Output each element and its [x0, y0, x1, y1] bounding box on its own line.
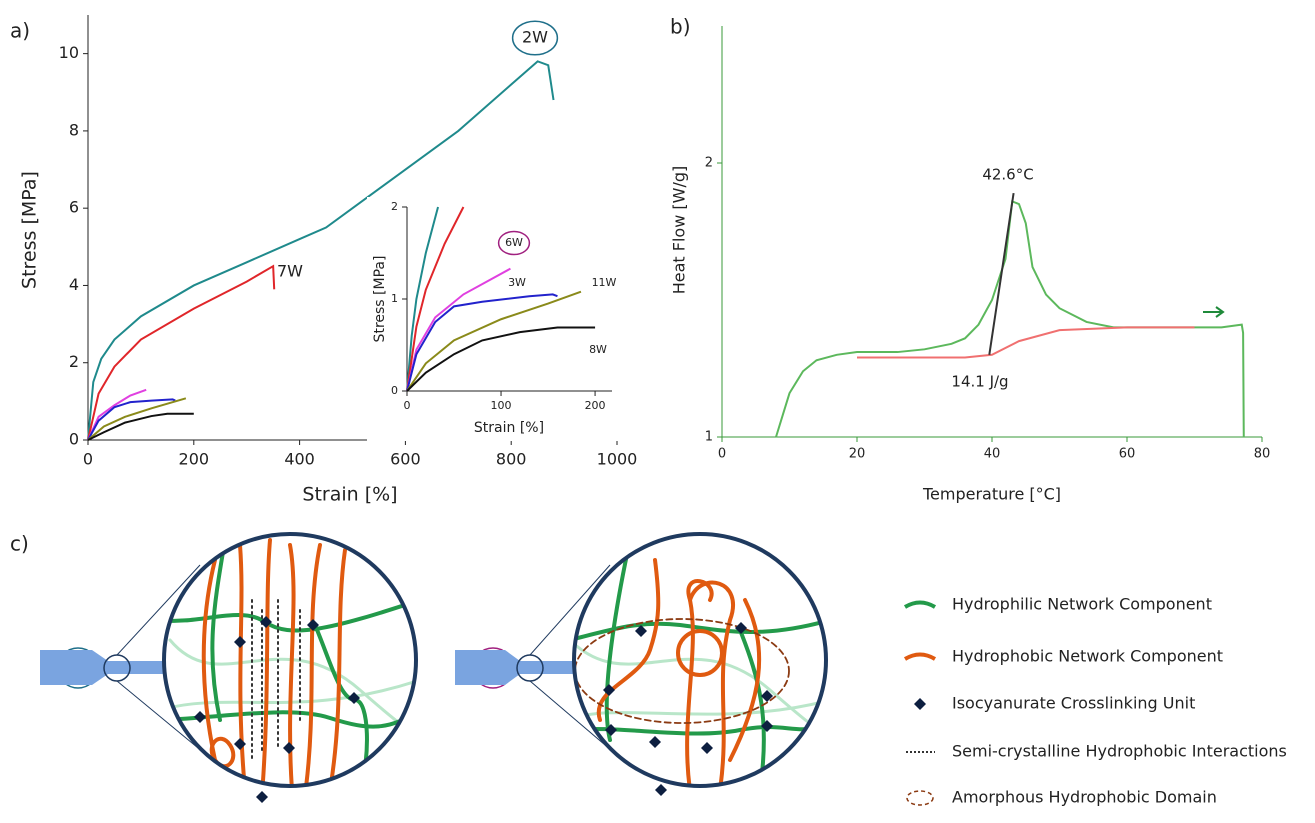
x-axis-title: Strain [%]	[474, 420, 544, 436]
legend-symbol	[903, 652, 937, 661]
y-tick-label: 0	[391, 384, 398, 397]
zoom-border	[572, 532, 828, 788]
panel-label: b)	[670, 15, 691, 39]
label-circle	[497, 230, 531, 256]
y-tick-label: 2	[69, 352, 79, 371]
series-label: 2W	[522, 28, 548, 47]
zoom-line	[529, 564, 611, 656]
crosslinks	[603, 622, 773, 796]
x-tick-label: 200	[585, 399, 606, 412]
x-axis-title: Strain [%]	[302, 484, 397, 506]
series-line	[87, 398, 176, 441]
x-tick-label: 20	[849, 447, 866, 462]
panel-label: a)	[10, 19, 30, 43]
y-axis-title: Heat Flow [W/g]	[670, 166, 689, 295]
y-axis-title: Stress [MPa]	[372, 256, 388, 343]
x-tick-label: 0	[718, 447, 726, 462]
series-line	[406, 326, 596, 392]
annotation: 42.6°C	[982, 166, 1033, 184]
specimen	[455, 650, 610, 685]
inset-bg	[367, 197, 622, 441]
legend-text: Amorphous Hydrophobic Domain	[952, 788, 1217, 807]
series-line	[87, 264, 276, 441]
series-label: 8W	[589, 343, 607, 356]
series-line	[406, 293, 558, 392]
y-tick-label: 2	[705, 156, 713, 171]
legend-symbol	[906, 790, 934, 806]
diagram-2w: 2W	[40, 532, 418, 803]
legend: Hydrophilic Network Component Hydrophobi…	[903, 595, 1287, 807]
label-circle	[511, 20, 559, 56]
legend-text: Semi-crystalline Hydrophobic Interaction…	[952, 742, 1287, 761]
series-line	[406, 206, 439, 392]
x-tick-label: 0	[83, 450, 93, 469]
x-tick-label: 40	[984, 447, 1001, 462]
y-tick-label: 10	[59, 43, 79, 62]
series-line	[406, 290, 582, 392]
series-line	[87, 397, 187, 441]
annotation: 14.1 J/g	[951, 373, 1008, 391]
legend-symbol	[914, 698, 926, 710]
zoom-border	[162, 532, 418, 788]
x-tick-label: 400	[284, 450, 315, 469]
specimen	[40, 650, 195, 685]
y-tick-label: 4	[69, 275, 79, 294]
series-line	[406, 206, 465, 392]
x-tick-label: 0	[404, 399, 411, 412]
series-line	[857, 326, 1195, 359]
y-tick-label: 6	[69, 198, 79, 217]
y-tick-label: 2	[391, 200, 398, 213]
x-tick-label: 60	[1119, 447, 1136, 462]
x-tick-label: 800	[496, 450, 527, 469]
series-line	[87, 388, 147, 441]
series-label: 3W	[508, 276, 526, 289]
legend-text: Hydrophobic Network Component	[952, 647, 1223, 666]
crosslinks	[194, 616, 360, 803]
diagram-6w: 6W	[455, 532, 828, 796]
series-label: 6W	[505, 236, 523, 249]
series-label: 7W	[277, 262, 303, 281]
y-tick-label: 0	[69, 430, 79, 449]
series-label: 11W	[592, 276, 617, 289]
y-tick-label: 8	[69, 120, 79, 139]
legend-symbol	[903, 600, 937, 609]
y-tick-label: 1	[705, 430, 713, 445]
y-tick-label: 1	[391, 292, 398, 305]
panel-label: c)	[10, 532, 29, 556]
arrow	[1203, 306, 1225, 318]
x-axis-title: Temperature [°C]	[922, 485, 1061, 504]
x-tick-label: 200	[179, 450, 210, 469]
x-tick-label: 100	[491, 399, 512, 412]
series-line	[87, 412, 194, 441]
x-tick-label: 1000	[597, 450, 638, 469]
series-line	[988, 192, 1015, 355]
legend-text: Isocyanurate Crosslinking Unit	[952, 694, 1195, 713]
series-line	[775, 199, 1245, 438]
series-line	[87, 60, 555, 441]
legend-text: Hydrophilic Network Component	[952, 595, 1212, 614]
x-tick-label: 600	[390, 450, 421, 469]
y-axis-title: Stress [MPa]	[19, 171, 41, 289]
x-tick-label: 80	[1254, 447, 1271, 462]
zoom-line	[116, 564, 201, 656]
